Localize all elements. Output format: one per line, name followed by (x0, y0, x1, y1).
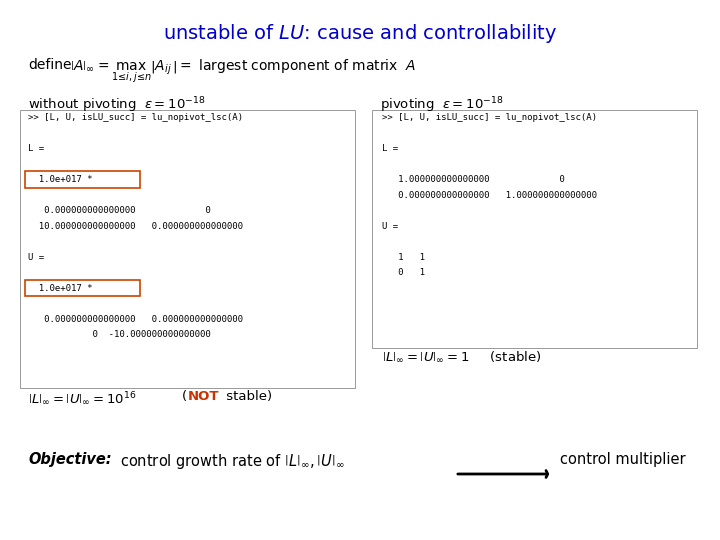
Text: (: ( (182, 390, 187, 403)
Text: NOT: NOT (188, 390, 220, 403)
Bar (20, 110, 355, 388)
Text: 0.000000000000000             0: 0.000000000000000 0 (28, 206, 211, 215)
Text: U =: U = (28, 253, 44, 261)
Text: L =: L = (28, 144, 44, 153)
Text: $\left|A\right|_\infty = \max_{1\leq i,j\leq n}\left|A_{ij}\right|$$= $ largest : $\left|A\right|_\infty = \max_{1\leq i,j… (70, 58, 416, 85)
Text: unstable of $LU$: cause and controllability: unstable of $LU$: cause and controllabil… (163, 22, 557, 45)
Text: control multiplier: control multiplier (560, 452, 685, 467)
Text: 0.000000000000000   1.000000000000000: 0.000000000000000 1.000000000000000 (382, 191, 597, 199)
Text: 10.000000000000000   0.000000000000000: 10.000000000000000 0.000000000000000 (28, 221, 243, 231)
Bar (25, 171, 140, 187)
Bar (25, 280, 140, 296)
Text: pivoting  $\varepsilon = 10^{-18}$: pivoting $\varepsilon = 10^{-18}$ (380, 95, 503, 114)
Text: 1   1: 1 1 (382, 253, 425, 261)
Text: L =: L = (382, 144, 398, 153)
Text: 1.000000000000000             0: 1.000000000000000 0 (382, 175, 564, 184)
Text: control growth rate of $\left|L\right|_\infty, \left|U\right|_\infty$: control growth rate of $\left|L\right|_\… (120, 452, 345, 471)
Bar (372, 110, 697, 348)
Text: 1.0e+017 *: 1.0e+017 * (28, 284, 92, 293)
Text: without pivoting  $\varepsilon = 10^{-18}$: without pivoting $\varepsilon = 10^{-18}… (28, 95, 205, 114)
Text: U =: U = (382, 221, 398, 231)
Text: >> [L, U, isLU_succ] = lu_nopivot_lsc(A): >> [L, U, isLU_succ] = lu_nopivot_lsc(A) (28, 113, 243, 122)
Text: define: define (28, 58, 71, 72)
Text: $\left|L\right|_\infty = \left|U\right|_\infty = 1$     (stable): $\left|L\right|_\infty = \left|U\right|_… (382, 350, 541, 364)
Text: Objective:: Objective: (28, 452, 112, 467)
Text: >> [L, U, isLU_succ] = lu_nopivot_lsc(A): >> [L, U, isLU_succ] = lu_nopivot_lsc(A) (382, 113, 597, 122)
Text: 1.0e+017 *: 1.0e+017 * (28, 175, 92, 184)
Text: 0  -10.000000000000000: 0 -10.000000000000000 (28, 330, 211, 339)
Text: 0.000000000000000   0.000000000000000: 0.000000000000000 0.000000000000000 (28, 314, 243, 323)
Text: $\left|L\right|_\infty = \left|U\right|_\infty = 10^{16}$: $\left|L\right|_\infty = \left|U\right|_… (28, 390, 136, 407)
Text: 0   1: 0 1 (382, 268, 425, 277)
Text: stable): stable) (222, 390, 272, 403)
